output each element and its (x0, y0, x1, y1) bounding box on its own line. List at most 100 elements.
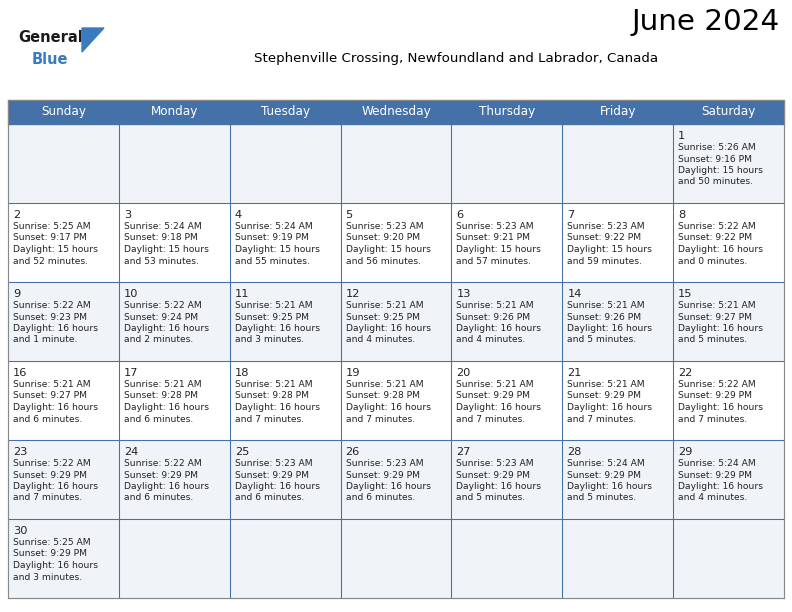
Text: Daylight: 15 hours: Daylight: 15 hours (345, 245, 430, 254)
Text: Sunset: 9:26 PM: Sunset: 9:26 PM (456, 313, 531, 321)
Text: and 0 minutes.: and 0 minutes. (678, 256, 748, 266)
Text: Stephenville Crossing, Newfoundland and Labrador, Canada: Stephenville Crossing, Newfoundland and … (254, 52, 658, 65)
Text: Sunrise: 5:24 AM: Sunrise: 5:24 AM (234, 222, 313, 231)
Text: Sunrise: 5:22 AM: Sunrise: 5:22 AM (13, 301, 91, 310)
Text: and 3 minutes.: and 3 minutes. (234, 335, 304, 345)
Text: and 2 minutes.: and 2 minutes. (124, 335, 193, 345)
Text: Daylight: 16 hours: Daylight: 16 hours (13, 403, 98, 412)
Text: Sunrise: 5:25 AM: Sunrise: 5:25 AM (13, 222, 90, 231)
Text: 12: 12 (345, 289, 360, 299)
Bar (8, 124, 784, 203)
Text: 13: 13 (456, 289, 471, 299)
Text: Sunset: 9:22 PM: Sunset: 9:22 PM (567, 234, 642, 242)
Text: Sunrise: 5:25 AM: Sunrise: 5:25 AM (13, 538, 90, 547)
Text: Sunset: 9:28 PM: Sunset: 9:28 PM (124, 392, 198, 400)
Text: Sunset: 9:29 PM: Sunset: 9:29 PM (678, 471, 752, 479)
Text: and 6 minutes.: and 6 minutes. (124, 493, 193, 502)
Text: Sunset: 9:29 PM: Sunset: 9:29 PM (567, 392, 642, 400)
Text: Daylight: 16 hours: Daylight: 16 hours (124, 324, 209, 333)
Text: Daylight: 15 hours: Daylight: 15 hours (234, 245, 320, 254)
Text: Friday: Friday (600, 105, 636, 119)
Bar (8, 282, 784, 361)
Text: Sunrise: 5:24 AM: Sunrise: 5:24 AM (567, 459, 645, 468)
Text: 18: 18 (234, 368, 249, 378)
Text: 28: 28 (567, 447, 581, 457)
Text: Daylight: 16 hours: Daylight: 16 hours (345, 403, 431, 412)
Text: and 59 minutes.: and 59 minutes. (567, 256, 642, 266)
Text: Daylight: 16 hours: Daylight: 16 hours (678, 403, 763, 412)
Text: Sunrise: 5:21 AM: Sunrise: 5:21 AM (567, 380, 645, 389)
Text: 16: 16 (13, 368, 28, 378)
Text: and 7 minutes.: and 7 minutes. (13, 493, 82, 502)
Text: Sunset: 9:18 PM: Sunset: 9:18 PM (124, 234, 198, 242)
Text: Daylight: 16 hours: Daylight: 16 hours (456, 324, 542, 333)
Text: Sunrise: 5:22 AM: Sunrise: 5:22 AM (678, 380, 756, 389)
Text: and 5 minutes.: and 5 minutes. (567, 493, 637, 502)
Text: and 6 minutes.: and 6 minutes. (234, 493, 304, 502)
Text: General: General (18, 30, 82, 45)
Text: Sunset: 9:29 PM: Sunset: 9:29 PM (456, 471, 531, 479)
Text: Daylight: 16 hours: Daylight: 16 hours (678, 482, 763, 491)
Text: Daylight: 16 hours: Daylight: 16 hours (13, 561, 98, 570)
Text: Sunset: 9:29 PM: Sunset: 9:29 PM (13, 550, 87, 559)
Text: 22: 22 (678, 368, 692, 378)
Text: Tuesday: Tuesday (261, 105, 310, 119)
Text: Sunrise: 5:21 AM: Sunrise: 5:21 AM (456, 301, 534, 310)
Text: Sunset: 9:28 PM: Sunset: 9:28 PM (234, 392, 309, 400)
Text: 21: 21 (567, 368, 581, 378)
Text: Daylight: 16 hours: Daylight: 16 hours (124, 403, 209, 412)
Text: and 3 minutes.: and 3 minutes. (13, 572, 82, 581)
Bar (8, 203, 784, 282)
Text: Sunset: 9:29 PM: Sunset: 9:29 PM (678, 392, 752, 400)
Text: 30: 30 (13, 526, 28, 536)
Text: Sunrise: 5:23 AM: Sunrise: 5:23 AM (456, 459, 534, 468)
Text: Sunset: 9:23 PM: Sunset: 9:23 PM (13, 313, 87, 321)
Text: 20: 20 (456, 368, 470, 378)
Text: Daylight: 16 hours: Daylight: 16 hours (13, 324, 98, 333)
Text: Sunset: 9:27 PM: Sunset: 9:27 PM (13, 392, 87, 400)
Text: Sunrise: 5:24 AM: Sunrise: 5:24 AM (124, 222, 202, 231)
Text: 14: 14 (567, 289, 581, 299)
Text: Sunrise: 5:26 AM: Sunrise: 5:26 AM (678, 143, 756, 152)
Text: 26: 26 (345, 447, 360, 457)
Text: Thursday: Thursday (478, 105, 535, 119)
Text: Daylight: 16 hours: Daylight: 16 hours (456, 482, 542, 491)
Text: and 1 minute.: and 1 minute. (13, 335, 78, 345)
Text: Daylight: 16 hours: Daylight: 16 hours (124, 482, 209, 491)
Text: Sunrise: 5:23 AM: Sunrise: 5:23 AM (567, 222, 645, 231)
Text: Sunset: 9:21 PM: Sunset: 9:21 PM (456, 234, 531, 242)
Bar (8, 440, 784, 519)
Text: and 6 minutes.: and 6 minutes. (13, 414, 82, 424)
Text: Sunset: 9:16 PM: Sunset: 9:16 PM (678, 154, 752, 163)
Text: 17: 17 (124, 368, 139, 378)
Text: Sunrise: 5:21 AM: Sunrise: 5:21 AM (124, 380, 201, 389)
Text: Daylight: 15 hours: Daylight: 15 hours (124, 245, 209, 254)
Text: 5: 5 (345, 210, 352, 220)
Text: Sunrise: 5:21 AM: Sunrise: 5:21 AM (234, 301, 312, 310)
Text: Sunset: 9:20 PM: Sunset: 9:20 PM (345, 234, 420, 242)
Text: and 5 minutes.: and 5 minutes. (456, 493, 526, 502)
Text: Daylight: 16 hours: Daylight: 16 hours (345, 482, 431, 491)
Text: Sunset: 9:22 PM: Sunset: 9:22 PM (678, 234, 752, 242)
Text: 8: 8 (678, 210, 685, 220)
Text: Sunset: 9:27 PM: Sunset: 9:27 PM (678, 313, 752, 321)
Text: and 50 minutes.: and 50 minutes. (678, 177, 753, 187)
Text: Sunrise: 5:23 AM: Sunrise: 5:23 AM (345, 459, 423, 468)
Text: Sunset: 9:25 PM: Sunset: 9:25 PM (234, 313, 309, 321)
Text: Daylight: 15 hours: Daylight: 15 hours (567, 245, 652, 254)
Text: Saturday: Saturday (702, 105, 756, 119)
Text: Daylight: 16 hours: Daylight: 16 hours (678, 324, 763, 333)
Text: 3: 3 (124, 210, 131, 220)
Text: Sunrise: 5:23 AM: Sunrise: 5:23 AM (456, 222, 534, 231)
Text: Sunset: 9:17 PM: Sunset: 9:17 PM (13, 234, 87, 242)
Text: Daylight: 16 hours: Daylight: 16 hours (234, 403, 320, 412)
Text: and 4 minutes.: and 4 minutes. (456, 335, 526, 345)
Text: Sunset: 9:29 PM: Sunset: 9:29 PM (345, 471, 420, 479)
Text: Daylight: 16 hours: Daylight: 16 hours (567, 482, 653, 491)
Text: Wednesday: Wednesday (361, 105, 431, 119)
Text: 25: 25 (234, 447, 249, 457)
Text: Sunset: 9:29 PM: Sunset: 9:29 PM (234, 471, 309, 479)
Text: and 53 minutes.: and 53 minutes. (124, 256, 199, 266)
Text: Sunset: 9:26 PM: Sunset: 9:26 PM (567, 313, 642, 321)
Text: Sunrise: 5:23 AM: Sunrise: 5:23 AM (345, 222, 423, 231)
